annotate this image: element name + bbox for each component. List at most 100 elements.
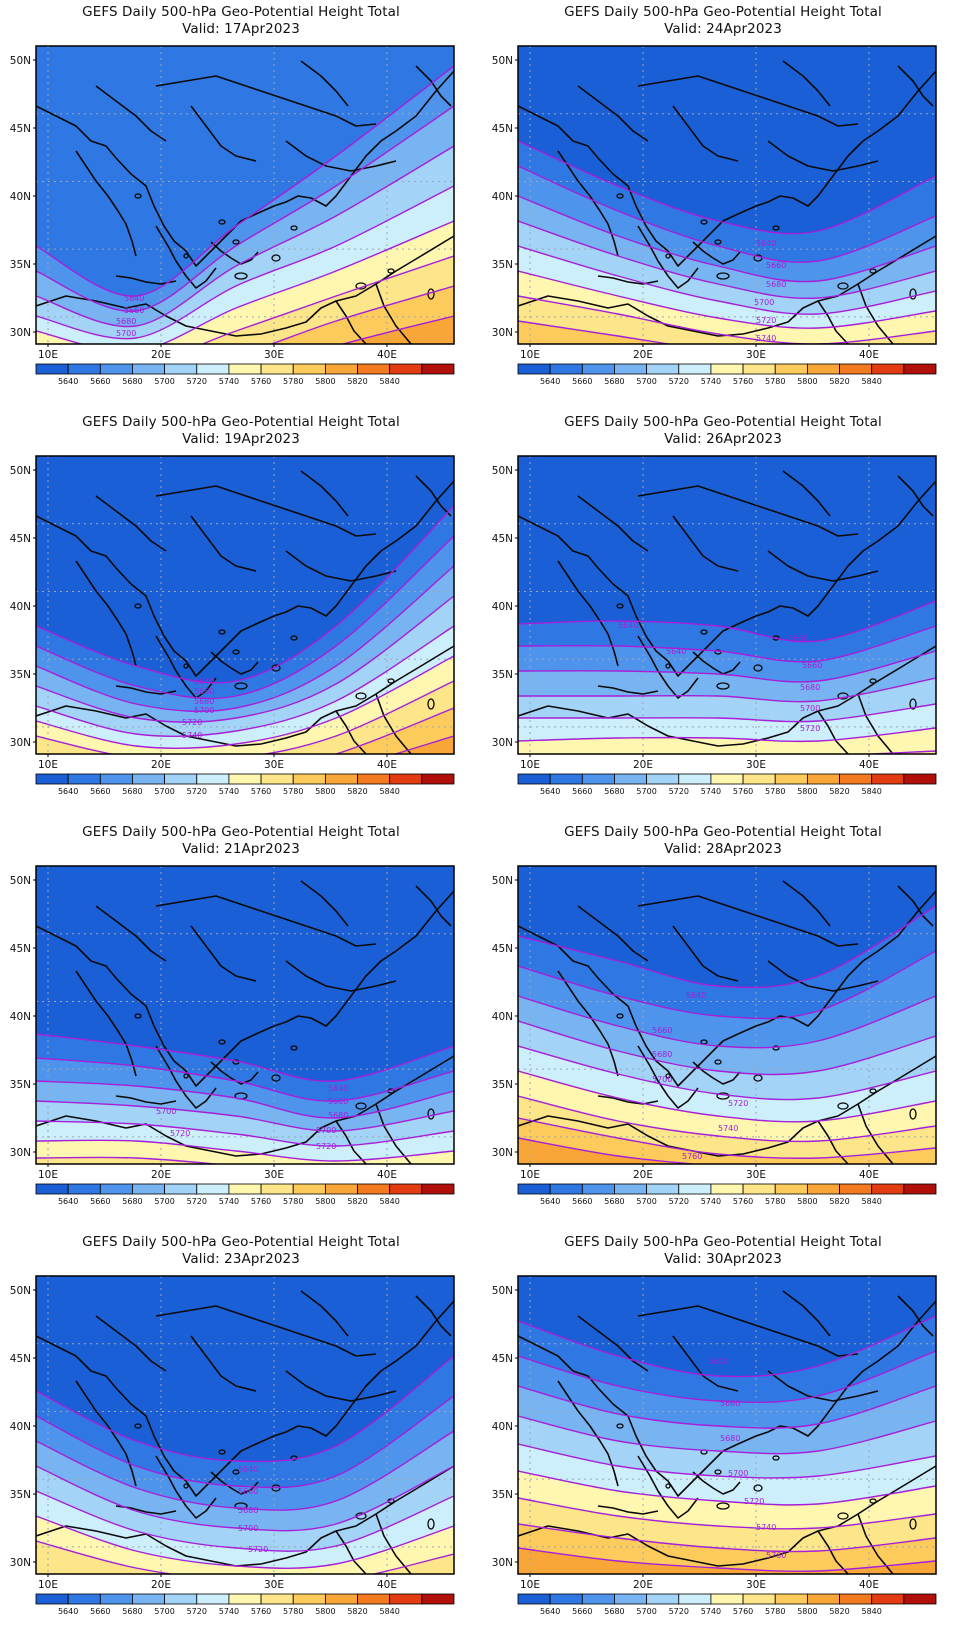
coastline (692, 651, 741, 675)
island (218, 629, 226, 635)
coastline (637, 1455, 699, 1519)
island (271, 1074, 281, 1082)
contour-line (36, 1540, 454, 1574)
colorbar-swatch (549, 1183, 583, 1195)
island (616, 1423, 624, 1429)
colorbar-label: 5720 (187, 1607, 207, 1616)
lon-tick-label: 20E (151, 1579, 171, 1591)
coastline (692, 241, 741, 265)
coastline (857, 693, 894, 754)
coastline (210, 1471, 259, 1495)
contour-label: 5640 (238, 1465, 258, 1474)
island (837, 282, 849, 290)
island (909, 1518, 917, 1530)
contour-line (36, 1355, 454, 1463)
colorbar-swatch (871, 773, 905, 785)
island (753, 664, 763, 672)
colorbar-label: 5740 (219, 377, 239, 386)
colorbar-swatch (517, 773, 551, 785)
island (753, 1484, 763, 1492)
island (753, 1074, 763, 1082)
contour-label: 5660 (788, 634, 808, 643)
colorbar-label: 5820 (829, 1607, 849, 1616)
coastline (637, 485, 859, 537)
lat-tick-label: 30N (492, 1557, 513, 1569)
colorbar-swatch (549, 363, 583, 375)
lon-tick-label: 40E (859, 1579, 879, 1591)
colorbar-swatch (646, 363, 680, 375)
colorbar-swatch (646, 773, 680, 785)
contour-label: 5700 (194, 706, 214, 715)
colorbar-label: 5820 (347, 1197, 367, 1206)
contour-label: 5660 (766, 261, 786, 270)
contour-line (518, 1523, 936, 1553)
island (909, 698, 917, 710)
island (772, 225, 780, 231)
lat-tick-label: 50N (492, 1285, 513, 1297)
contour-line (36, 1515, 454, 1570)
panel-valid-date: Valid: 24Apr2023 (664, 21, 782, 37)
contour-line (518, 1095, 936, 1143)
colorbar-swatch (742, 363, 776, 375)
map-panel-30apr: GEFS Daily 500-hPa Geo-Potential Height … (482, 1230, 964, 1640)
island (427, 698, 435, 710)
colorbar-label: 5660 (90, 377, 110, 386)
colorbar-swatch (517, 1593, 551, 1605)
island (183, 253, 189, 259)
map-frame (35, 45, 455, 345)
island (218, 1039, 226, 1045)
coastline (415, 475, 452, 517)
contour-line (518, 905, 936, 989)
colorbar-label: 5740 (219, 1607, 239, 1616)
colorbar-swatch (324, 1593, 358, 1605)
lon-tick-label: 30E (746, 1169, 766, 1181)
island (183, 663, 189, 669)
colorbar-label: 5780 (765, 377, 785, 386)
colorbar-swatch (324, 1183, 358, 1195)
colorbar-label: 5660 (572, 787, 592, 796)
lat-tick-label: 30N (10, 1557, 31, 1569)
coastline (155, 485, 377, 537)
colorbar-label: 5700 (636, 377, 656, 386)
map-frame (35, 865, 455, 1165)
contour-label: 5700 (156, 1107, 176, 1116)
contour-label: 5640 (124, 294, 144, 303)
contour-line (518, 1497, 936, 1530)
colorbar-label: 5640 (58, 1197, 78, 1206)
coastline (577, 495, 649, 552)
colorbar-label: 5760 (251, 377, 271, 386)
panel-title: GEFS Daily 500-hPa Geo-Potential Height … (564, 824, 882, 840)
colorbar-label: 5820 (347, 787, 367, 796)
lat-tick-label: 50N (10, 1285, 31, 1297)
coastline (210, 241, 259, 265)
colorbar-swatch (581, 1593, 615, 1605)
contour-label: 5740 (718, 1124, 738, 1133)
contour-label: 5640 (194, 677, 214, 686)
lat-tick-label: 30N (10, 1147, 31, 1159)
map-svg: 5640 5660 5680 5700 5700 5720 5720 50N 45N 40N 35N… (10, 865, 455, 1206)
contour-line (36, 1139, 454, 1162)
colorbar-label: 5780 (283, 377, 303, 386)
colorbar-label: 5840 (862, 377, 882, 386)
colorbar-label: 5740 (219, 787, 239, 796)
map-panel-26apr: GEFS Daily 500-hPa Geo-Potential Height … (482, 410, 964, 820)
coastline (897, 885, 934, 927)
lat-tick-label: 45N (10, 123, 31, 135)
colorbar-swatch (871, 1183, 905, 1195)
lat-tick-label: 50N (492, 465, 513, 477)
contour-label: 5680 (238, 1506, 258, 1515)
colorbar-label: 5680 (122, 377, 142, 386)
colorbar-swatch (228, 1593, 262, 1605)
island (134, 1013, 142, 1019)
coastline (210, 651, 259, 675)
island (290, 225, 298, 231)
map-svg: 56405660568057005720574050N45N40N35N30N1… (10, 455, 455, 796)
colorbar-label: 5820 (829, 377, 849, 386)
band-fill (336, 708, 454, 754)
band-fill (36, 681, 454, 754)
coastline (155, 635, 217, 699)
coastline (300, 60, 349, 107)
map-panel-21apr: GEFS Daily 500-hPa Geo-Potential Height … (0, 820, 482, 1230)
coastline (817, 300, 849, 344)
colorbar-swatch (421, 773, 455, 785)
